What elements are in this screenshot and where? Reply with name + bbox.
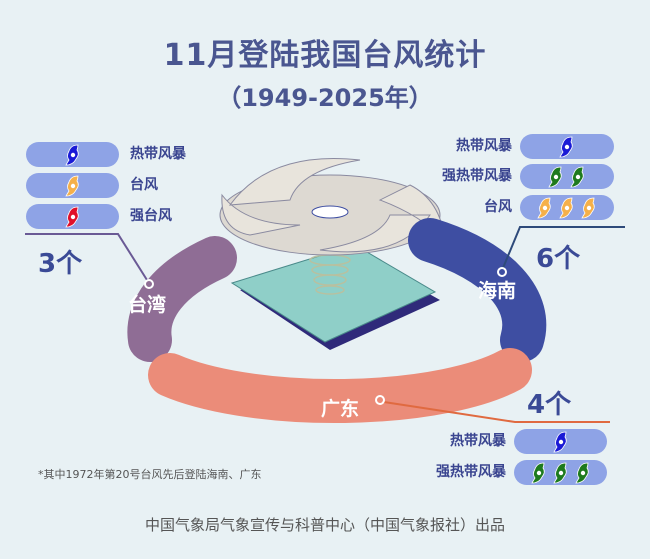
typhoon-icon (64, 175, 79, 196)
icon-pill-hainan-0 (520, 134, 614, 159)
page-title: 11月登陆我国台风统计 (163, 38, 487, 73)
tropical-storm-icon (559, 136, 573, 157)
typhoon-icon (559, 197, 573, 218)
count-hainan: 6个 (536, 244, 581, 274)
severe-tropical-storm-icon (552, 462, 567, 483)
category-label: 强热带风暴 (442, 168, 512, 184)
severe-tropical-storm-icon (530, 462, 545, 483)
icon-pill-taiwan-1 (26, 173, 119, 198)
region-label-taiwan: 台湾 (128, 294, 167, 316)
tropical-storm-icon (64, 144, 79, 165)
ring-segment-guangdong (148, 348, 532, 424)
region-label-hainan: 海南 (478, 280, 517, 302)
icon-pill-taiwan-2 (26, 204, 119, 229)
category-label: 热带风暴 (450, 433, 506, 449)
icon-pill-taiwan-0 (26, 142, 119, 167)
severe-tropical-storm-icon (574, 462, 589, 483)
category-label: 强台风 (130, 208, 172, 224)
credit-line: 中国气象局气象宣传与科普中心（中国气象报社）出品 (144, 516, 505, 534)
category-label: 台风 (130, 177, 158, 193)
severe-tropical-storm-icon (548, 166, 562, 187)
ring-segment-taiwan (127, 236, 237, 362)
severe-tropical-storm-icon (570, 166, 584, 187)
tropical-storm-icon (552, 431, 567, 452)
count-taiwan: 3个 (38, 249, 83, 279)
icon-pill-hainan-1 (520, 164, 614, 189)
icon-pill-guangdong-0 (514, 429, 607, 454)
leader-line-taiwan (25, 233, 148, 281)
category-label: 强热带风暴 (436, 464, 506, 480)
leader-line-hainan (502, 226, 625, 269)
region-label-guangdong: 广东 (321, 398, 360, 420)
category-label: 热带风暴 (456, 138, 512, 154)
page-subtitle: （1949-2025年） (217, 84, 433, 112)
count-guangdong: 4个 (527, 390, 572, 420)
typhoon-icon (581, 197, 595, 218)
leader-line-guangdong (383, 401, 610, 423)
category-label: 台风 (484, 199, 512, 215)
category-label: 热带风暴 (130, 146, 186, 162)
center-illustration (219, 157, 446, 350)
icon-pill-hainan-2 (520, 195, 614, 220)
typhoon-icon (537, 197, 551, 218)
ring-segment-hainan (408, 218, 547, 362)
severe-typhoon-icon (64, 206, 79, 227)
footnote: *其中1972年第20号台风先后登陆海南、广东 (38, 468, 262, 481)
icon-pill-guangdong-1 (514, 460, 607, 485)
